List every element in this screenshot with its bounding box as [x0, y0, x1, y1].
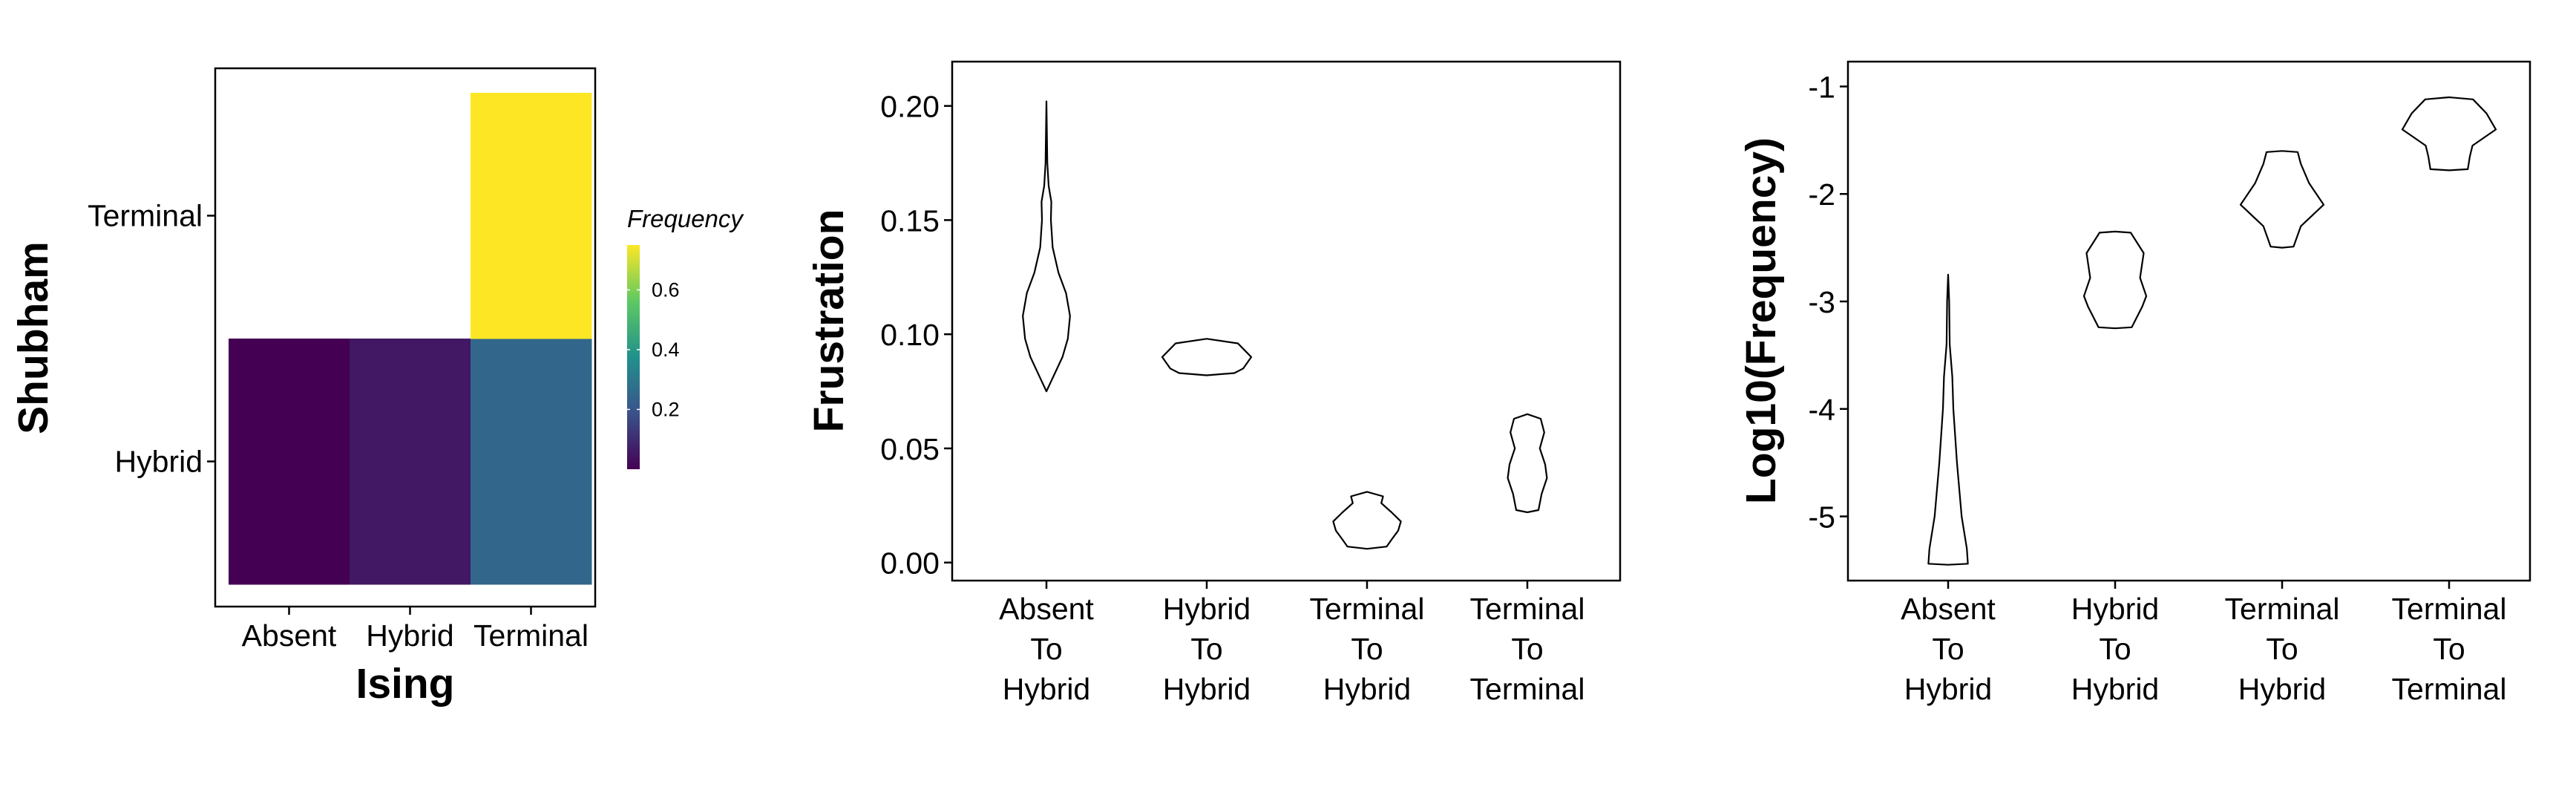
y-tick-label: 0.15 [880, 203, 940, 238]
log-frequency-plot-border [1846, 60, 2531, 582]
x-tick-label: Terminal To Hybrid [2225, 592, 2340, 706]
legend-colorbar [627, 245, 640, 469]
log-frequency-y-axis-title: Log10(Frequency) [1737, 137, 1785, 504]
heatmap-cells [229, 93, 592, 585]
violin [2239, 150, 2325, 249]
frustration-x-ticks: Absent To Hybrid Hybrid To Hybrid Terminal To Hy… [999, 581, 1584, 706]
x-tick-label: Absent [242, 618, 337, 653]
y-tick-label: 0.20 [880, 90, 940, 124]
log-frequency-violins [1927, 96, 2497, 566]
y-tick-label: 0.05 [880, 432, 940, 466]
x-tick-label: Terminal To Terminal [1470, 592, 1585, 706]
x-tick-label: Terminal [473, 618, 589, 653]
y-tick-label: Hybrid [115, 445, 203, 479]
heatmap-y-ticks: Terminal Hybrid [88, 199, 215, 479]
heatmap-cell [229, 339, 350, 585]
y-tick-label: 0.00 [880, 546, 940, 581]
log-frequency-x-ticks: Absent To Hybrid Hybrid To Hybrid Terminal To Hy… [1901, 581, 2506, 706]
violin [1332, 491, 1402, 550]
x-tick-label: Hybrid To Hybrid [2071, 592, 2159, 706]
frustration-violin-panel: 0.00 0.05 0.10 0.15 0.20 Absent To Hybrid Hybri… [805, 60, 1622, 706]
x-tick-label: Absent To Hybrid [999, 592, 1094, 706]
y-tick-label: 0.10 [880, 318, 940, 352]
violin [1927, 273, 1969, 566]
x-tick-label: Terminal To Hybrid [1310, 592, 1425, 706]
frustration-y-axis-title: Frustration [805, 209, 853, 433]
legend-tick-label: 0.2 [652, 398, 680, 420]
legend-tick-label: 0.6 [652, 278, 680, 301]
heatmap-panel: Absent Hybrid Terminal Terminal Hybrid Isin… [10, 67, 744, 708]
heatmap-cell [471, 93, 592, 339]
heatmap-cell [350, 339, 471, 585]
y-tick-label: Terminal [88, 199, 203, 233]
frustration-plot-border [951, 60, 1622, 582]
violin [1507, 413, 1548, 514]
frustration-violins [1022, 100, 1548, 550]
violin [2082, 230, 2148, 330]
legend-tick-label: 0.4 [652, 339, 680, 361]
violin [1161, 338, 1253, 376]
y-tick-label: -4 [1809, 393, 1835, 427]
heatmap-legend: Frequency 0.2 0.4 0.6 [627, 205, 744, 469]
legend-title: Frequency [627, 205, 744, 232]
y-tick-label: -2 [1809, 177, 1835, 212]
y-tick-label: -3 [1809, 285, 1835, 319]
y-tick-label: -1 [1809, 70, 1835, 104]
frustration-y-ticks: 0.00 0.05 0.10 0.15 0.20 [880, 90, 952, 581]
heatmap-y-axis-title: Shubham [10, 241, 57, 434]
violin [1022, 100, 1071, 393]
x-tick-label: Hybrid [366, 618, 453, 653]
heatmap-x-axis-title: Ising [355, 660, 454, 708]
x-tick-label: Absent To Hybrid [1901, 592, 1996, 706]
heatmap-cell [471, 339, 592, 585]
log-frequency-y-ticks: -5 -4 -3 -2 -1 [1809, 70, 1848, 535]
legend-ticks: 0.2 0.4 0.6 [627, 278, 680, 420]
x-tick-label: Hybrid To Hybrid [1163, 592, 1251, 706]
y-tick-label: -5 [1809, 500, 1835, 535]
heatmap-x-ticks: Absent Hybrid Terminal [242, 607, 589, 653]
log-frequency-violin-panel: -5 -4 -3 -2 -1 Absent To Hybrid Hybrid To Hybrid T… [1737, 60, 2531, 706]
x-tick-label: Terminal To Terminal [2392, 592, 2507, 706]
heatmap-border [214, 67, 597, 608]
violin [2401, 96, 2497, 172]
